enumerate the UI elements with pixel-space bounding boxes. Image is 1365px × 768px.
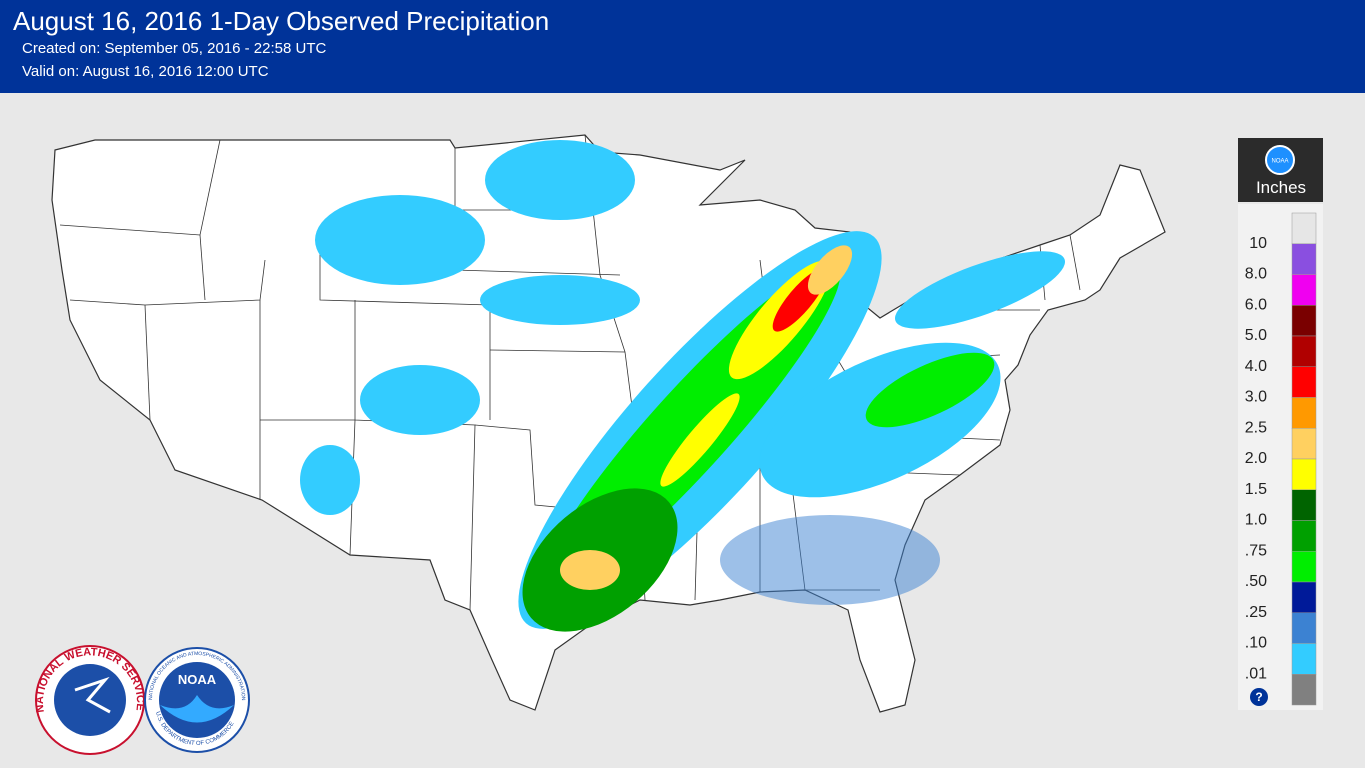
legend-label: .10 xyxy=(1245,635,1267,652)
legend-label: .25 xyxy=(1245,604,1267,621)
help-text[interactable]: ? xyxy=(1255,690,1262,704)
us-outline xyxy=(51,134,1166,713)
legend-swatch xyxy=(1291,335,1317,367)
legend-swatch xyxy=(1291,489,1317,521)
legend-swatch xyxy=(1291,305,1317,337)
legend: NOAA Inches 10 8.0 6.0 5.0 4.0 3.0 2.5 2.0 1.5 1.… xyxy=(1238,138,1323,710)
legend-swatch xyxy=(1291,274,1317,306)
legend-swatch xyxy=(1291,212,1317,244)
legend-unit: Inches xyxy=(1256,178,1306,197)
legend-swatch xyxy=(1291,674,1317,706)
legend-swatch xyxy=(1291,366,1317,398)
legend-label: 10 xyxy=(1249,235,1267,252)
legend-swatch xyxy=(1291,612,1317,644)
legend-swatch xyxy=(1291,243,1317,275)
legend-swatch xyxy=(1291,520,1317,552)
legend-swatch xyxy=(1291,581,1317,613)
legend-label: 2.5 xyxy=(1245,419,1267,436)
noaa-logo-text: NOAA xyxy=(178,672,217,687)
legend-swatch xyxy=(1291,643,1317,675)
legend-swatch xyxy=(1291,551,1317,583)
legend-label: 2.0 xyxy=(1245,450,1267,467)
noaa-logo: NOAA NATIONAL OCEANIC AND ATMOSPHERIC AD… xyxy=(144,647,250,753)
legend-swatch xyxy=(1291,397,1317,429)
legend-label: 8.0 xyxy=(1245,266,1267,283)
noaa-icon xyxy=(1265,145,1295,175)
noaa-icon-text: NOAA xyxy=(1271,159,1288,165)
nws-logo: NATIONAL WEATHER SERVICE xyxy=(34,645,146,755)
legend-label: 1.0 xyxy=(1245,512,1267,529)
legend-swatch xyxy=(1291,428,1317,460)
legend-swatch xyxy=(1291,458,1317,490)
legend-label: 5.0 xyxy=(1245,327,1267,344)
legend-label: .75 xyxy=(1245,542,1267,559)
legend-label: .50 xyxy=(1245,573,1267,590)
legend-label: 1.5 xyxy=(1245,481,1267,498)
help-button[interactable] xyxy=(1250,688,1268,706)
header: August 16, 2016 1-Day Observed Precipita… xyxy=(0,0,1365,93)
legend-label: 4.0 xyxy=(1245,358,1267,375)
legend-label: 6.0 xyxy=(1245,296,1267,313)
title: August 16, 2016 1-Day Observed Precipita… xyxy=(13,6,550,36)
legend-label: .01 xyxy=(1245,665,1267,682)
valid-date: Valid on: August 16, 2016 12:00 UTC xyxy=(22,63,269,80)
legend-scale: 10 8.0 6.0 5.0 4.0 3.0 2.5 2.0 1.5 1.0 .75 .50 .25 .1… xyxy=(1245,212,1317,706)
map: NOAA Inches 10 8.0 6.0 5.0 4.0 3.0 2.5 2.0 1.5 1.… xyxy=(34,134,1323,755)
precip-areas xyxy=(300,140,1066,632)
created-date: Created on: September 05, 2016 - 22:58 U… xyxy=(22,40,327,57)
legend-label: 3.0 xyxy=(1245,389,1267,406)
